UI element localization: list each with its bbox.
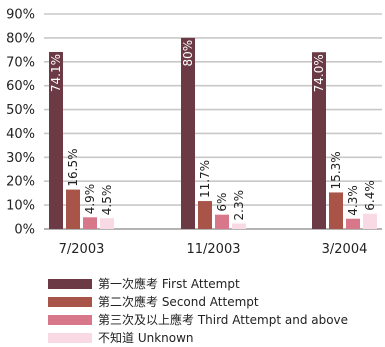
bar: [49, 51, 63, 229]
bar: [83, 217, 97, 229]
bar-chart: 0% 10% 20% 30% 40% 50% 60% 70% 80% 90% 74.1% 16.5%…: [6, 8, 382, 257]
data-label: 74.0%: [312, 54, 326, 92]
legend-item: 第一次應考 First Attempt: [48, 275, 348, 293]
legend-swatch: [48, 279, 92, 289]
grid-lines: [44, 13, 382, 230]
legend: 第一次應考 First Attempt 第二次應考 Second Attempt 第…: [48, 275, 348, 347]
bars: [49, 37, 377, 230]
y-tick-label: 60%: [6, 79, 35, 94]
bar: [312, 52, 326, 229]
data-label: 4.5%: [100, 185, 114, 216]
legend-item: 第二次應考 Second Attempt: [48, 293, 348, 311]
y-tick-label: 50%: [6, 103, 35, 118]
y-tick-label: 20%: [6, 175, 35, 190]
bar: [215, 214, 229, 229]
data-label: 74.1%: [49, 54, 63, 92]
x-tick-label: 3/2004: [322, 242, 368, 257]
y-tick-label: 30%: [6, 151, 35, 166]
bar: [100, 218, 114, 229]
legend-label: 第三次及以上應考 Third Attempt and above: [98, 313, 349, 327]
data-label: 11.7%: [198, 160, 212, 198]
y-tick-label: 80%: [6, 31, 35, 46]
legend-item: 不知道 Unknown: [48, 329, 348, 347]
bar: [66, 189, 80, 229]
legend-label: 第一次應考 First Attempt: [98, 277, 240, 291]
data-label: 2.3%: [232, 190, 246, 221]
legend-item: 第三次及以上應考 Third Attempt and above: [48, 311, 348, 329]
y-tick-label: 40%: [6, 127, 35, 142]
data-label: 4.3%: [346, 185, 360, 216]
bar: [346, 218, 360, 229]
y-tick-label: 10%: [6, 199, 35, 214]
legend-swatch: [48, 297, 92, 307]
bar: [363, 213, 377, 229]
data-label: 4.9%: [83, 184, 97, 215]
data-label: 16.5%: [66, 148, 80, 186]
y-tick-label: 0%: [14, 223, 35, 238]
bar: [232, 223, 246, 229]
data-label: 6%: [215, 193, 229, 212]
bar: [198, 201, 212, 229]
x-tick-label: 11/2003: [186, 242, 240, 257]
data-label: 15.3%: [329, 151, 343, 189]
bar: [181, 37, 195, 230]
bar: [329, 192, 343, 229]
y-tick-label: 70%: [6, 55, 35, 70]
legend-swatch: [48, 315, 92, 325]
legend-swatch: [48, 333, 92, 343]
x-tick-label: 7/2003: [59, 242, 105, 257]
data-label: 6.4%: [363, 180, 377, 211]
legend-label: 第二次應考 Second Attempt: [98, 295, 259, 309]
legend-label: 不知道 Unknown: [98, 331, 194, 345]
y-tick-label: 90%: [6, 8, 35, 23]
x-axis: 7/2003 11/2003 3/2004: [59, 242, 368, 257]
y-axis: 0% 10% 20% 30% 40% 50% 60% 70% 80% 90%: [6, 8, 35, 238]
data-label: 80%: [181, 40, 195, 67]
data-labels: 74.1% 16.5%4.9% 4.5% 80% 11.7%6% 2.3% 74.0% 15.…: [49, 40, 377, 221]
